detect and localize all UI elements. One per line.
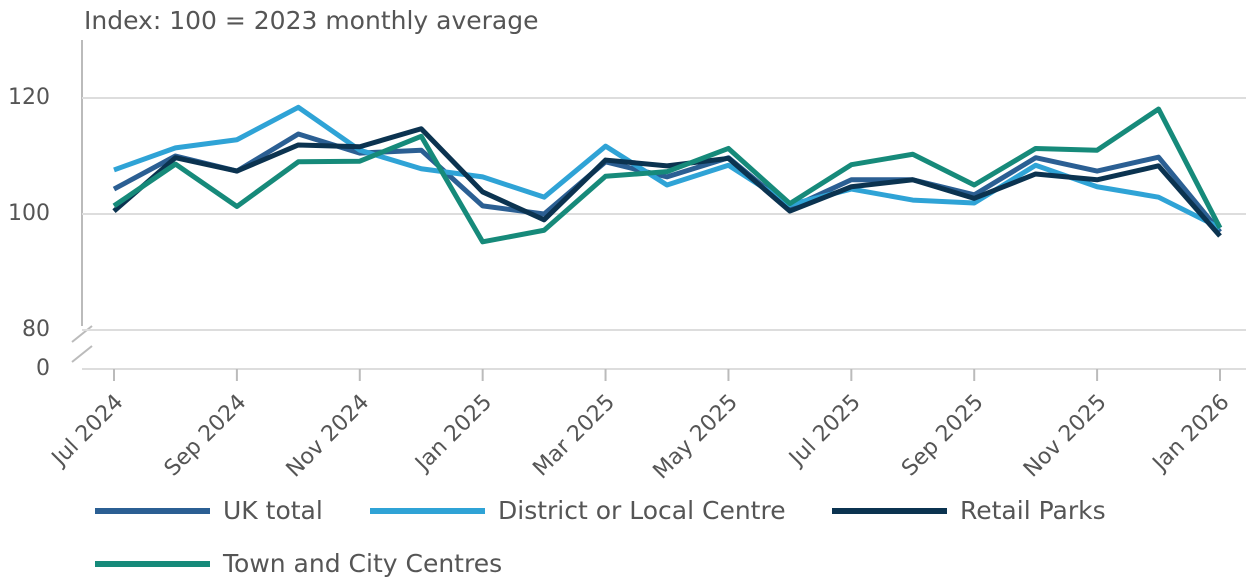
x-tick-label: Mar 2025 — [528, 390, 620, 482]
y-tick-label: 80 — [22, 317, 50, 342]
y-tick-label: 0 — [36, 356, 50, 381]
chart-subtitle: Index: 100 = 2023 monthly average — [84, 6, 539, 35]
x-tick-label: Sep 2024 — [160, 390, 252, 482]
y-tick-label: 120 — [8, 85, 50, 110]
series-line — [112, 126, 1222, 238]
series-line — [113, 104, 1222, 231]
y-tick-label: 100 — [8, 201, 50, 226]
x-tick-label: Jan 2026 — [1147, 390, 1235, 478]
x-tick-label: Jul 2024 — [46, 390, 128, 472]
x-tick-label: May 2025 — [649, 390, 743, 484]
legend-label: Town and City Centres — [222, 549, 502, 578]
series-line — [112, 106, 1223, 245]
x-tick-label: Jul 2025 — [783, 390, 865, 472]
x-tick-label: Nov 2025 — [1019, 390, 1112, 483]
y-axis — [71, 40, 93, 363]
series-line — [112, 131, 1222, 234]
x-tick-label: Sep 2025 — [897, 390, 989, 482]
x-tick-label: Nov 2024 — [282, 390, 375, 483]
axis-break — [71, 325, 93, 343]
x-tick-label: Jan 2025 — [410, 390, 498, 478]
legend-label: UK total — [223, 496, 323, 525]
axis-break — [71, 345, 93, 363]
legend-label: Retail Parks — [960, 496, 1106, 525]
legend-label: District or Local Centre — [498, 496, 786, 525]
